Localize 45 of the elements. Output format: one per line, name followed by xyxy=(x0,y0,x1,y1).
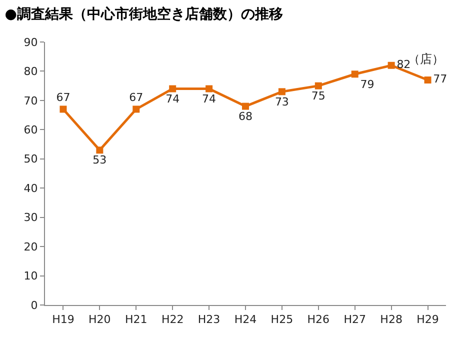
x-tick-label: H23 xyxy=(198,313,220,326)
x-tick-label: H27 xyxy=(344,313,366,326)
point xyxy=(96,146,104,154)
point xyxy=(206,85,213,92)
data-label: 82 xyxy=(396,58,411,72)
data-label: 67 xyxy=(56,91,70,104)
y-tick-label: 60 xyxy=(24,124,38,137)
data-label: 79 xyxy=(360,78,374,91)
point xyxy=(242,102,249,110)
point xyxy=(424,76,432,84)
y-tick-label: 40 xyxy=(24,182,38,195)
data-label: 53 xyxy=(92,154,107,167)
x-tick-label: H19 xyxy=(52,313,74,326)
y-tick-label: 0 xyxy=(30,298,38,312)
data-label: 67 xyxy=(129,91,144,104)
point xyxy=(314,82,322,90)
data-label: 74 xyxy=(202,92,216,106)
point xyxy=(60,106,67,113)
y-tick-label: 70 xyxy=(24,94,38,108)
y-tick-label: 50 xyxy=(24,152,38,166)
x-tick-label: H29 xyxy=(416,313,439,326)
point xyxy=(351,70,358,78)
x-tick-label: H22 xyxy=(161,313,184,326)
x-tick-label: H26 xyxy=(307,313,330,326)
y-tick-label: 20 xyxy=(24,240,38,254)
x-tick-label: H25 xyxy=(270,313,294,326)
y-axis-title: （店） xyxy=(408,52,444,66)
x-tick-label: H20 xyxy=(88,313,111,326)
y-tick-label: 80 xyxy=(24,65,38,78)
x-tick-label: H28 xyxy=(380,313,402,326)
data-label: 75 xyxy=(311,89,326,102)
x-tick-label: H24 xyxy=(234,313,257,326)
chart-title: ●調査結果（中心市街地空き店舗数）の推移 xyxy=(4,5,283,22)
data-label: 74 xyxy=(166,92,180,106)
y-tick-label: 90 xyxy=(24,36,38,49)
point xyxy=(169,85,176,92)
data-label: 77 xyxy=(433,72,448,86)
point xyxy=(132,106,140,113)
x-tick-label: H21 xyxy=(125,313,148,326)
data-label: 68 xyxy=(238,110,252,123)
point xyxy=(278,88,286,96)
point xyxy=(388,62,395,69)
y-tick-label: 10 xyxy=(24,270,38,283)
y-tick-label: 30 xyxy=(24,211,38,224)
data-label: 73 xyxy=(274,95,289,108)
